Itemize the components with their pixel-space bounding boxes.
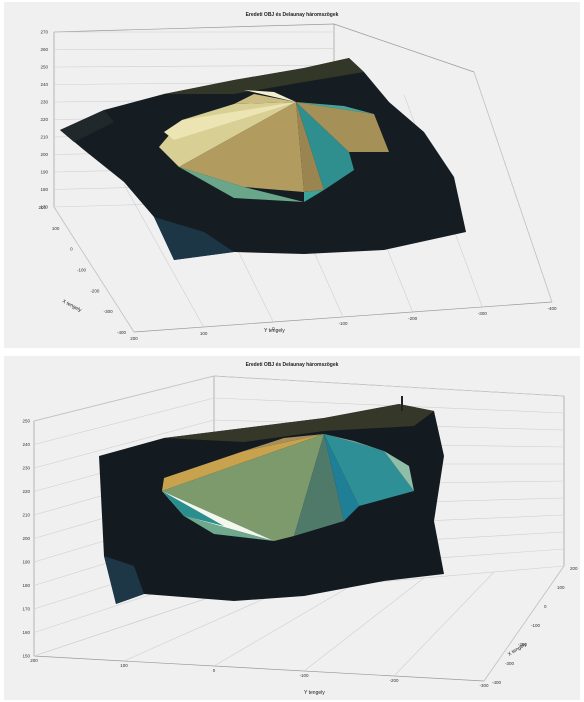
plot-2-delaunay-triangles — [162, 434, 414, 541]
plot-2-x-tick: 100 — [557, 585, 565, 590]
plot-2-z-tick: 190 — [22, 560, 30, 565]
plot-1-z-tick: 270 — [40, 30, 48, 35]
plot-1-z-tick: 200 — [40, 152, 48, 157]
plot-1-y-tick: 0 — [272, 326, 275, 331]
plot-1-title: Eredeti OBJ és Delaunay háromszögek — [246, 12, 339, 18]
plot-2-z-tick: 230 — [22, 466, 30, 471]
plot-2-z-tick: 150 — [22, 654, 30, 659]
plot-1-z-tick: 180 — [40, 187, 48, 192]
plot-1-y-axis-label: Y tengely — [264, 328, 285, 334]
plot-1-x-tick: -300 — [104, 309, 114, 314]
plot-1-z-ticks: 170 180 190 200 210 220 230 240 250 260 270 — [40, 30, 48, 210]
plot-2-x-tick: -300 — [505, 661, 515, 666]
plot-1-x-tick: 100 — [52, 226, 60, 231]
plot-2-canvas: Eredeti OBJ és Delaunay háromszögek — [22, 362, 578, 696]
plot-1-z-tick: 240 — [40, 82, 48, 87]
plot-1-y-tick: 100 — [200, 331, 208, 336]
plot-2-z-tick: 250 — [22, 419, 30, 424]
plot-2-z-ticks: 150 160 170 180 190 200 210 220 230 240 250 — [22, 419, 30, 659]
plot-panel-1: Eredeti OBJ és Delaunay háromszögek — [4, 2, 580, 348]
plot-2-z-tick: 170 — [22, 607, 30, 612]
plot-1-y-tick: -400 — [547, 306, 557, 311]
plot-1-z-tick: 250 — [40, 65, 48, 70]
plot-2-y-tick: -300 — [479, 683, 489, 688]
plot-2-y-tick: -100 — [299, 673, 309, 678]
plot-2-x-tick: -400 — [492, 680, 502, 685]
plot-1-z-tick: 230 — [40, 100, 48, 105]
plot-2-y-tick: 0 — [213, 668, 216, 673]
plot-1-x-tick: -200 — [90, 288, 100, 293]
plot-2-x-tick: -200 — [518, 642, 528, 647]
plot-2-y-axis-label: Y tengely — [304, 690, 325, 696]
plot-2-x-ticks: 200 100 0 -100 -200 -300 -400 — [492, 566, 578, 685]
plot-1-y-tick: 200 — [130, 336, 138, 341]
plot-1-x-axis-label: X tengely — [61, 298, 83, 313]
plot-1-y-tick: -200 — [408, 316, 418, 321]
plot-1-z-tick: 210 — [40, 135, 48, 140]
plot-2-y-tick: 200 — [30, 658, 38, 663]
plot-2-z-tick: 220 — [22, 489, 30, 494]
plot-1-y-tick: -100 — [338, 321, 348, 326]
plot-2-z-tick: 240 — [22, 442, 30, 447]
plot-panel-2: Eredeti OBJ és Delaunay háromszögek — [4, 356, 580, 700]
plot-1-x-ticks: -400 -300 -200 -100 0 100 200 — [38, 205, 126, 335]
plot-2-title: Eredeti OBJ és Delaunay háromszögek — [246, 362, 339, 368]
plot-2-y-tick: -200 — [389, 678, 399, 683]
plot-2-x-tick: 200 — [570, 566, 578, 571]
plot-2-y-ticks: 200 100 0 -100 -200 -300 — [30, 658, 489, 688]
plot-1-z-tick: 260 — [40, 47, 48, 52]
plot-1-y-ticks: 200 100 0 -100 -200 -300 -400 — [130, 306, 557, 341]
plot-1-y-tick: -300 — [478, 311, 488, 316]
plot-2-z-tick: 160 — [22, 630, 30, 635]
plot-2-x-tick: 0 — [544, 604, 547, 609]
plot-2-z-tick: 200 — [22, 536, 30, 541]
plot-1-x-tick: 0 — [70, 247, 73, 252]
plot-1-z-tick: 170 — [40, 205, 48, 210]
plot-1-x-tick: -100 — [77, 268, 87, 273]
plot-2-x-tick: -100 — [531, 623, 541, 628]
plot-1-delaunay-triangles — [159, 90, 389, 202]
plot-1-x-tick: 200 — [38, 205, 46, 210]
plot-2-z-tick: 210 — [22, 513, 30, 518]
plot-1-z-tick: 220 — [40, 117, 48, 122]
plot-1-x-tick: -400 — [117, 330, 127, 335]
plot-1-canvas: Eredeti OBJ és Delaunay háromszögek — [38, 12, 557, 341]
plot-2-z-tick: 180 — [22, 583, 30, 588]
plot-2-y-tick: 100 — [120, 663, 128, 668]
plot-1-z-tick: 190 — [40, 170, 48, 175]
